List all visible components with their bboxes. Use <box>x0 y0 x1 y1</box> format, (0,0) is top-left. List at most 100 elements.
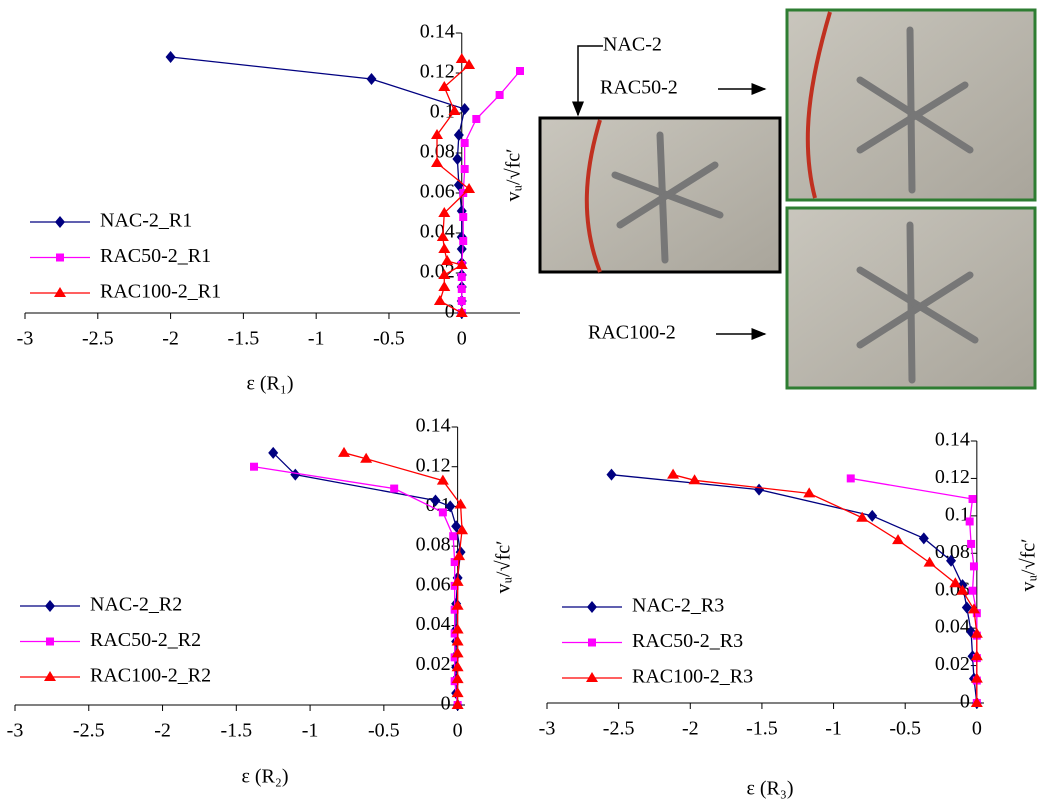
data-point <box>438 269 451 279</box>
data-point <box>455 53 468 63</box>
data-point <box>448 105 461 115</box>
data-point <box>803 487 816 498</box>
data-point <box>338 446 351 457</box>
data-point <box>968 586 977 595</box>
x-tick-label: -2.5 <box>73 720 105 742</box>
data-point <box>451 673 464 684</box>
y-tick-label: 0.14 <box>416 415 451 437</box>
data-point <box>457 297 466 305</box>
data-point <box>451 687 464 698</box>
data-point <box>453 550 466 561</box>
x-tick-label: -1.5 <box>746 718 778 740</box>
data-point <box>390 484 399 493</box>
legend-marker <box>54 287 66 297</box>
data-point <box>968 495 977 504</box>
x-tick-label: -2 <box>162 328 179 350</box>
data-point <box>438 207 451 217</box>
data-point <box>441 255 454 265</box>
data-point <box>754 483 765 496</box>
x-tick-label: -1.5 <box>228 328 260 350</box>
legend-marker <box>587 601 597 613</box>
legend-label: RAC100-2_R3 <box>632 666 753 688</box>
data-point <box>667 468 680 479</box>
data-point <box>165 51 176 63</box>
data-point <box>455 307 468 317</box>
y-tick-label: 0.04 <box>416 613 451 635</box>
data-point <box>451 520 462 533</box>
data-point <box>431 157 444 167</box>
data-point <box>949 577 962 588</box>
data-point <box>451 647 464 658</box>
data-point <box>430 494 441 507</box>
x-tick-label: -0.5 <box>889 718 921 740</box>
y-tick-label: 0.14 <box>935 429 970 451</box>
data-point <box>606 468 617 481</box>
legend-label: RAC100-2_R2 <box>90 665 211 687</box>
data-point <box>495 91 504 99</box>
data-point <box>460 165 469 173</box>
data-point <box>438 243 451 253</box>
data-point <box>867 509 878 522</box>
data-point <box>438 81 451 91</box>
x-tick-label: -3 <box>17 328 34 350</box>
x-tick-label: -3 <box>7 720 24 742</box>
data-point <box>290 468 301 481</box>
data-point <box>433 295 446 305</box>
data-point <box>457 285 466 293</box>
data-point <box>438 281 451 291</box>
legend-label: NAC-2_R2 <box>90 594 182 616</box>
data-point <box>846 474 855 483</box>
data-point <box>463 183 476 193</box>
y-tick-label: 0.12 <box>935 466 970 488</box>
x-tick-label: -3 <box>539 718 556 740</box>
y-tick-label: 0.02 <box>416 653 451 675</box>
legend-label: RAC50-2_R3 <box>632 630 743 652</box>
data-point <box>250 462 259 471</box>
data-point <box>970 627 983 638</box>
data-point <box>360 452 373 463</box>
photo-label: RAC100-2 <box>588 322 676 344</box>
y-tick-label: 0 <box>960 691 970 713</box>
data-point <box>451 635 464 646</box>
data-point <box>961 601 972 614</box>
data-point <box>967 539 976 548</box>
y-tick-label: 0.06 <box>416 573 451 595</box>
data-point <box>459 213 468 221</box>
data-point <box>451 599 464 610</box>
data-point <box>451 661 464 672</box>
data-point <box>463 59 476 69</box>
x-tick-label: 0 <box>457 328 467 350</box>
x-tick-label: -1 <box>308 328 325 350</box>
x-tick-label: 0 <box>972 718 982 740</box>
photo <box>785 8 1037 202</box>
data-point <box>436 474 449 485</box>
series-line <box>436 58 471 314</box>
data-point <box>451 575 464 586</box>
legend-marker <box>44 671 56 681</box>
data-point <box>459 237 468 245</box>
data-point <box>456 243 467 255</box>
y-tick-label: 0.12 <box>420 61 455 83</box>
data-point <box>438 508 447 517</box>
data-point <box>268 446 279 459</box>
photo <box>538 116 782 274</box>
legend-label: RAC50-2_R1 <box>100 245 211 267</box>
y-tick-label: 0.04 <box>935 616 970 638</box>
y-axis-label: vᵤ/√fc′ <box>1018 539 1038 592</box>
legend-label: NAC-2_R3 <box>632 595 724 617</box>
x-tick-label: -2.5 <box>82 328 114 350</box>
y-tick-label: 0.1 <box>430 101 455 123</box>
data-point <box>455 259 468 269</box>
data-point <box>456 524 469 535</box>
legend-label: NAC-2_R1 <box>100 210 192 232</box>
arrow <box>572 45 767 340</box>
x-tick-label: -1.5 <box>220 720 252 742</box>
y-tick-label: 0.04 <box>420 221 455 243</box>
data-point <box>449 532 458 541</box>
data-point <box>946 554 957 567</box>
x-tick-label: -1 <box>825 718 842 740</box>
y-tick-label: 0 <box>441 693 451 715</box>
data-point <box>445 500 456 513</box>
y-axis-label: vᵤ/√fc′ <box>493 541 515 594</box>
legend-marker <box>55 216 65 228</box>
